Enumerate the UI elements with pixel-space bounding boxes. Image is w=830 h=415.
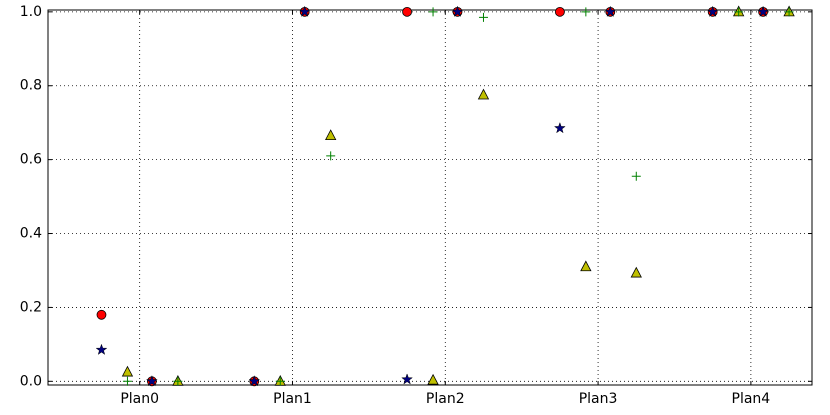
- star-point: [248, 375, 261, 387]
- circle-point: [554, 6, 565, 17]
- plus-point: [734, 7, 744, 17]
- circle-point: [402, 6, 412, 17]
- x-tick-label: Plan0: [120, 391, 159, 407]
- x-tick-label: Plan4: [732, 391, 771, 407]
- triangle-point: [630, 266, 642, 278]
- star-point: [451, 5, 464, 17]
- x-tick-label: Plan1: [273, 391, 312, 407]
- plus-point: [122, 376, 132, 386]
- y-tick-label: 1.0: [20, 4, 42, 20]
- y-tick-label: 0.8: [20, 78, 42, 94]
- star-point: [401, 373, 414, 385]
- y-tick-label: 0.0: [20, 373, 42, 389]
- plot-frame: [47, 9, 813, 386]
- x-tick-label: Plan3: [579, 391, 618, 407]
- triangle-point: [477, 88, 490, 100]
- y-tick-label: 0.6: [20, 152, 42, 168]
- y-tick-label: 0.2: [20, 299, 42, 315]
- star-point: [95, 343, 108, 355]
- triangle-point: [325, 129, 337, 141]
- star-point: [298, 5, 311, 17]
- plus-point: [478, 12, 488, 22]
- star-point: [604, 5, 617, 17]
- triangle-point: [121, 365, 134, 377]
- star-point: [145, 375, 158, 387]
- star-point: [757, 5, 770, 17]
- plus-point: [173, 376, 183, 386]
- x-tick-label: Plan2: [426, 391, 465, 407]
- plus-point: [428, 7, 438, 17]
- star-point: [553, 121, 566, 134]
- star-point: [706, 5, 719, 17]
- plus-point: [631, 171, 641, 181]
- circle-point: [96, 309, 107, 320]
- triangle-point: [427, 373, 439, 385]
- plus-point: [275, 376, 285, 386]
- plus-point: [581, 7, 591, 17]
- plus-point: [784, 7, 794, 17]
- y-tick-label: 0.4: [20, 226, 42, 242]
- triangle-point: [580, 260, 592, 272]
- plus-point: [326, 151, 336, 161]
